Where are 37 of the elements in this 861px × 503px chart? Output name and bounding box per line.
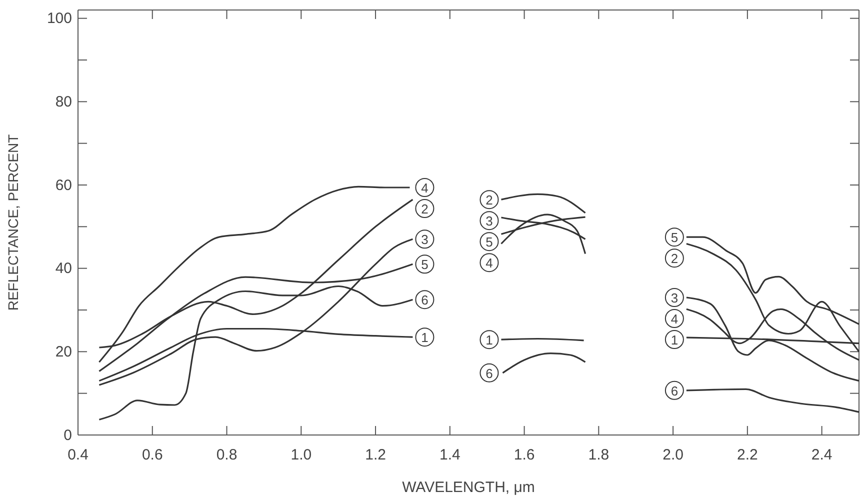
x-tick-label: 0.4 [68,446,88,464]
legend-label: 4 [486,256,493,271]
text: 5 [670,230,678,246]
legend-label: 2 [421,202,428,216]
text: 1 [486,332,493,348]
x-tick-label: 0.8 [216,446,238,464]
y-tick-label: 20 [55,343,72,360]
x-tick-label: 1.2 [365,446,386,464]
y-tick-label: 60 [55,176,72,194]
text: 3 [486,214,493,229]
series-label: 6 [670,383,678,398]
text: 6 [421,292,428,308]
x-tick-label: 1.4 [439,446,460,464]
legend-label: 3 [421,232,428,248]
text: 3 [670,290,678,306]
y-axis-title: REFLECTANCE, PERCENT [5,134,21,311]
x-tick-label: 0.6 [142,446,163,464]
y-tick-label: 80 [55,93,72,110]
x-tick-label: 1.0 [290,446,312,464]
text: 4 [670,312,678,326]
text: 4 [421,180,428,196]
legend-label: 1 [670,332,678,348]
text: 1 [421,330,428,346]
x-tick-label: 1.6 [514,446,535,464]
x-tick-label: 2.2 [737,446,758,464]
legend-label: 5 [421,257,428,272]
text: 6 [486,366,493,381]
text: 2 [486,192,493,208]
x-axis-title: WAVELENGTH, μm [402,479,535,496]
x-tick-label: 1.8 [588,446,610,464]
x-tick-label: 2.4 [811,446,832,464]
y-tick-label: 40 [55,260,72,278]
text: 5 [486,234,493,250]
text: 2 [670,251,678,266]
y-tick-label: 0 [64,426,72,444]
x-tick-label: 2.0 [662,446,684,464]
y-tick-label: 100 [46,10,72,28]
